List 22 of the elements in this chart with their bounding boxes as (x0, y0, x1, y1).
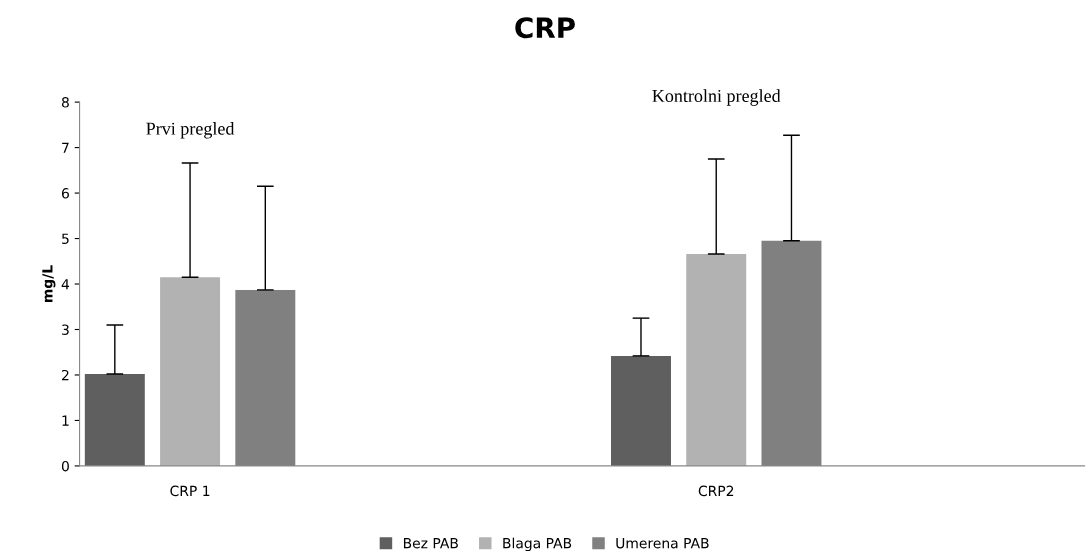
y-tick-label: 2 (62, 369, 69, 381)
bar (686, 254, 747, 466)
y-tick-label: 8 (61, 97, 69, 108)
y-tick-label: 5 (62, 233, 69, 245)
bar (84, 374, 145, 466)
chart-title: CRP (515, 17, 575, 39)
bar (160, 277, 221, 466)
y-tick-label: 4 (61, 279, 70, 290)
y-tick-label: 0 (61, 460, 69, 472)
y-tick-label: 1 (62, 415, 69, 426)
annotation: Prvi pregled (146, 122, 235, 139)
y-axis-title: mg/L (42, 265, 56, 303)
x-tick-label: CRP 1 (170, 485, 210, 497)
x-tick-label: CRP2 (698, 485, 734, 497)
legend-label: Bez PAB (403, 538, 458, 549)
legend-label: Blaga PAB (503, 537, 572, 552)
y-tick-label: 7 (62, 142, 69, 153)
y-tick-label: 3 (62, 324, 69, 335)
annotation: Kontrolni pregled (652, 89, 781, 106)
bar (611, 355, 671, 466)
y-tick-label: 6 (61, 188, 69, 199)
legend-label: Umerena PAB (616, 538, 709, 549)
